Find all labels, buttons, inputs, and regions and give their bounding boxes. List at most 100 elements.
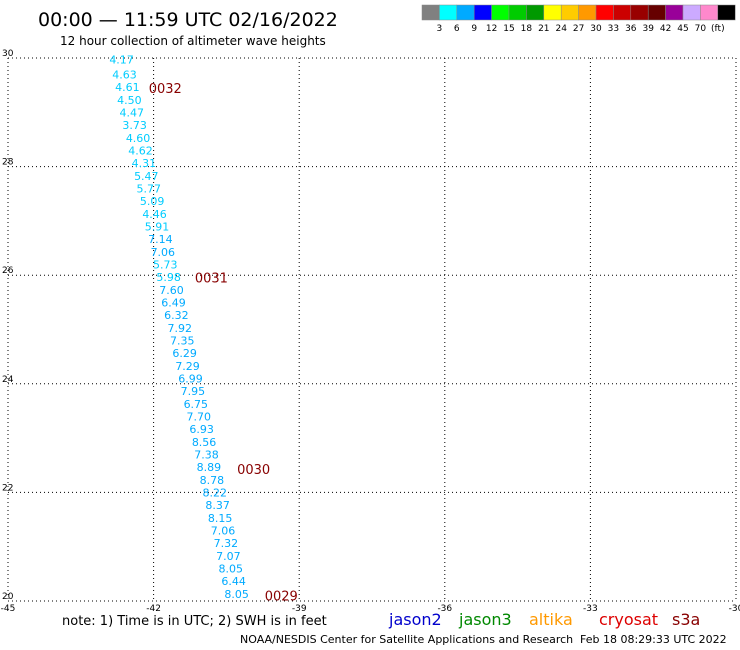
wave-height-label: 3.73 — [122, 119, 147, 132]
wave-height-label: 8.78 — [200, 474, 225, 487]
x-tick-label: -36 — [437, 604, 452, 614]
wave-height-label: 7.35 — [170, 334, 195, 347]
wave-height-label: 8.89 — [197, 461, 222, 474]
wave-height-label: 7.06 — [211, 524, 236, 537]
wave-height-label: 7.92 — [168, 322, 193, 335]
scale-label: 18 — [521, 24, 533, 34]
x-tick-label: -39 — [292, 604, 307, 614]
x-tick-label: -33 — [583, 604, 598, 614]
scale-swatch — [578, 4, 597, 21]
wave-height-label: 4.46 — [142, 208, 167, 221]
wave-height-label: 4.17 — [109, 54, 134, 67]
wave-height-label: 4.31 — [132, 157, 157, 170]
wave-height-label: 7.29 — [175, 360, 200, 373]
x-tick-label: -30 — [729, 604, 740, 614]
scale-swatch — [665, 4, 684, 21]
time-label: 0032 — [149, 82, 182, 97]
scale-label: 45 — [677, 24, 688, 34]
wave-height-label: 6.44 — [221, 575, 246, 588]
scale-swatch — [717, 4, 736, 21]
scale-label: 9 — [471, 24, 477, 34]
x-tick-label: -45 — [1, 604, 16, 614]
wave-height-label: 6.29 — [172, 347, 197, 360]
scale-label: 70 — [695, 24, 707, 34]
scale-swatch — [630, 4, 649, 21]
scale-swatch — [526, 4, 545, 21]
scale-swatch — [682, 4, 701, 21]
y-tick-label: 24 — [2, 375, 14, 385]
y-tick-label: 30 — [2, 49, 14, 59]
scale-label: 27 — [573, 24, 584, 34]
wave-height-label: 7.95 — [181, 385, 206, 398]
scale-swatch — [439, 4, 458, 21]
scale-swatch — [491, 4, 510, 21]
scale-swatch — [560, 4, 579, 21]
scale-label: 3 — [437, 24, 443, 34]
wave-height-label: 7.70 — [186, 410, 211, 423]
y-tick-label: 28 — [2, 158, 14, 168]
scale-label: 33 — [608, 24, 619, 34]
scale-label: 42 — [660, 24, 671, 34]
color-scale — [421, 4, 736, 21]
scale-swatch — [647, 4, 666, 21]
plot-grid — [7, 57, 737, 602]
wave-height-label: 7.14 — [148, 233, 173, 246]
wave-height-label: 5.09 — [140, 195, 165, 208]
wave-height-label: 6.32 — [164, 309, 189, 322]
wave-height-label: 6.75 — [184, 398, 209, 411]
wave-height-label: 8.22 — [203, 486, 228, 499]
wave-height-label: 5.98 — [156, 271, 181, 284]
wave-height-label: 6.49 — [161, 296, 186, 309]
footer-credit: NOAA/NESDIS Center for Satellite Applica… — [240, 633, 573, 646]
color-scale-labels: 3 6 9 12 15 18 21 24 27 30 33 36 39 42 45 70 (ft) — [437, 24, 725, 34]
scale-label: 36 — [625, 24, 637, 34]
wave-height-label: 7.32 — [214, 537, 239, 550]
scale-label: 39 — [642, 24, 654, 34]
time-labels: 0032 0031 0030 0029 — [149, 82, 298, 605]
time-label: 0029 — [265, 590, 298, 605]
mission-legend: jason2 jason3 altika cryosat s3a — [388, 610, 700, 629]
scale-swatch — [421, 4, 440, 21]
scale-swatch — [613, 4, 632, 21]
wave-height-label: 4.60 — [126, 132, 151, 145]
wave-height-label: 5.91 — [145, 220, 170, 233]
chart-subtitle: 12 hour collection of altimeter wave hei… — [60, 34, 326, 48]
scale-label: 30 — [590, 24, 602, 34]
scale-swatch — [543, 4, 562, 21]
wave-height-label: 8.37 — [205, 499, 230, 512]
scale-label: 12 — [486, 24, 497, 34]
axis-ticks: -45 -42 -39 -36 -33 -30 30 28 26 24 22 20 — [1, 49, 740, 614]
wave-height-label: 7.06 — [151, 246, 176, 259]
mission-cryosat: cryosat — [599, 610, 658, 629]
x-tick-label: -42 — [146, 604, 161, 614]
footer-note: note: 1) Time is in UTC; 2) SWH is in fe… — [62, 614, 327, 629]
wave-height-label: 5.77 — [136, 182, 161, 195]
scale-label: (ft) — [711, 24, 725, 34]
wave-height-label: 4.47 — [120, 106, 145, 119]
wave-height-label: 4.61 — [115, 81, 140, 94]
wave-height-label: 5.47 — [134, 170, 159, 183]
wave-height-label: 7.38 — [194, 448, 219, 461]
wave-height-label: 7.60 — [159, 284, 184, 297]
mission-jason2: jason2 — [388, 610, 442, 629]
scale-label: 24 — [555, 24, 567, 34]
footer-timestamp: Feb 18 08:29:33 UTC 2022 — [580, 633, 727, 646]
scale-label: 6 — [454, 24, 460, 34]
wave-height-label: 8.56 — [192, 436, 217, 449]
scale-swatch — [456, 4, 475, 21]
mission-altika: altika — [529, 610, 573, 629]
chart-title: 00:00 — 11:59 UTC 02/16/2022 — [38, 9, 338, 31]
scale-swatch — [595, 4, 614, 21]
wave-height-points: 4.174.634.614.504.473.734.604.624.315.47… — [109, 54, 249, 601]
wave-height-label: 8.15 — [208, 512, 233, 525]
wave-height-label: 8.05 — [224, 588, 249, 601]
scale-swatch — [700, 4, 719, 21]
mission-jason3: jason3 — [458, 610, 512, 629]
time-label: 0030 — [237, 463, 270, 478]
scale-label: 15 — [503, 24, 514, 34]
wave-height-label: 5.73 — [153, 258, 178, 271]
wave-height-label: 6.99 — [178, 372, 203, 385]
y-tick-label: 20 — [2, 592, 14, 602]
wave-height-label: 8.05 — [219, 562, 244, 575]
